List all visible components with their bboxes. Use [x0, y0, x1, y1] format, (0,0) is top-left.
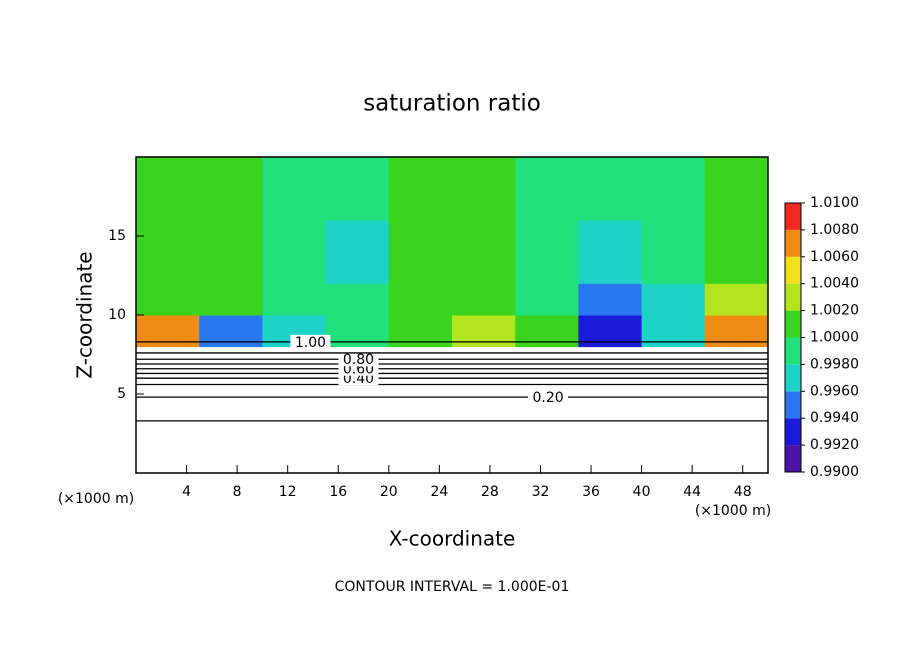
field-cell	[578, 157, 643, 190]
x-tick-label: 16	[329, 484, 347, 500]
field-cell	[452, 220, 516, 253]
field-cell	[452, 188, 516, 221]
y-tick-label: 5	[117, 386, 126, 402]
colorbar-swatch	[785, 229, 801, 257]
field-cell	[704, 220, 769, 253]
field-cell	[199, 188, 263, 221]
colorbar-label: 0.9900	[810, 464, 859, 480]
field-cell	[704, 283, 769, 316]
field-cell	[641, 157, 706, 190]
field-cell	[262, 283, 327, 316]
field-cell	[515, 157, 579, 190]
colorbar-label: 1.0020	[810, 303, 859, 319]
field-cell	[262, 251, 327, 284]
colorbar-label: 1.0000	[810, 330, 859, 346]
field-cell	[325, 283, 390, 316]
x-unit-label: (×1000 m)	[58, 491, 134, 507]
x-tick-label: 20	[380, 484, 398, 500]
field-cell	[388, 220, 453, 253]
contour-label: 0.80	[343, 352, 374, 368]
colorbar-label: 1.0080	[810, 222, 859, 238]
field-cell	[704, 157, 769, 190]
colorbar-swatch	[785, 203, 801, 230]
colorbar-label: 0.9940	[810, 410, 859, 426]
field-cell	[515, 283, 579, 316]
x-tick-label: 36	[582, 484, 600, 500]
colorbar-label: 1.0060	[810, 249, 859, 265]
x-tick-label: 48	[734, 484, 752, 500]
field-cell	[136, 220, 200, 253]
field-cell	[515, 251, 579, 284]
x-tick-label: 24	[430, 484, 448, 500]
field-cell	[136, 283, 200, 316]
colorbar-swatch	[785, 310, 801, 338]
colorbar-swatch	[785, 391, 801, 419]
x-tick-label: 44	[683, 484, 701, 500]
field-cell	[136, 157, 200, 190]
colorbar-swatch	[785, 418, 801, 446]
x-unit-label: (×1000 m)	[695, 503, 771, 519]
y-tick-label: 10	[108, 307, 126, 323]
field-cell	[325, 188, 390, 221]
field-cell	[641, 251, 706, 284]
y-tick-label: 15	[108, 228, 126, 244]
colorbar-swatch	[785, 364, 801, 392]
field-cell	[704, 188, 769, 221]
field-cell	[452, 283, 516, 316]
contour-label-bg	[290, 334, 331, 349]
field-cell	[578, 220, 643, 253]
field-cell	[325, 220, 390, 253]
colorbar-label: 0.9960	[810, 383, 859, 399]
colorbar-swatch	[785, 337, 801, 365]
field-cell	[136, 188, 200, 221]
x-tick-label: 32	[532, 484, 550, 500]
field-cell	[388, 283, 453, 316]
field-cell	[262, 188, 327, 221]
colorbar-label: 0.9980	[810, 356, 859, 372]
field-cell	[325, 251, 390, 284]
annotation: CONTOUR INTERVAL = 1.000E-01	[335, 579, 570, 595]
chart-title: saturation ratio	[363, 91, 541, 117]
field-cell	[578, 251, 643, 284]
colorbar-label: 0.9920	[810, 437, 859, 453]
field-cell	[641, 283, 706, 316]
field-cell	[452, 157, 516, 190]
field-cell	[578, 283, 643, 316]
field-cell	[515, 188, 579, 221]
colorbar-label: 1.0040	[810, 276, 859, 292]
field-cell	[262, 157, 327, 190]
x-axis-label: X-coordinate	[389, 527, 516, 551]
x-tick-label: 12	[279, 484, 297, 500]
field-cell	[325, 157, 390, 190]
x-tick-label: 4	[182, 484, 191, 500]
field-cell	[515, 220, 579, 253]
y-axis-label: Z-coordinate	[73, 251, 97, 378]
field-cell	[262, 220, 327, 253]
field-cell	[388, 251, 453, 284]
x-tick-label: 28	[481, 484, 499, 500]
field-cell	[578, 188, 643, 221]
field-cell	[136, 251, 200, 284]
field-cell	[641, 188, 706, 221]
field-cell	[388, 157, 453, 190]
contour-label-bg	[528, 390, 569, 405]
colorbar-swatch	[785, 256, 801, 284]
field-cell	[641, 220, 706, 253]
field-cell	[199, 220, 263, 253]
field-cell	[199, 157, 263, 190]
x-tick-label: 8	[233, 484, 242, 500]
field-cell	[452, 251, 516, 284]
contour-label: 0.20	[532, 390, 563, 406]
colorbar-swatch	[785, 283, 801, 311]
contour-label: 1.00	[295, 335, 326, 351]
colorbar-swatch	[785, 445, 801, 472]
field-cell	[199, 251, 263, 284]
x-tick-label: 40	[633, 484, 651, 500]
contour-label-bg	[338, 352, 379, 367]
field-cell	[199, 283, 263, 316]
field-cell	[388, 188, 453, 221]
colorbar-label: 1.0100	[810, 195, 859, 211]
field-cell	[704, 251, 769, 284]
